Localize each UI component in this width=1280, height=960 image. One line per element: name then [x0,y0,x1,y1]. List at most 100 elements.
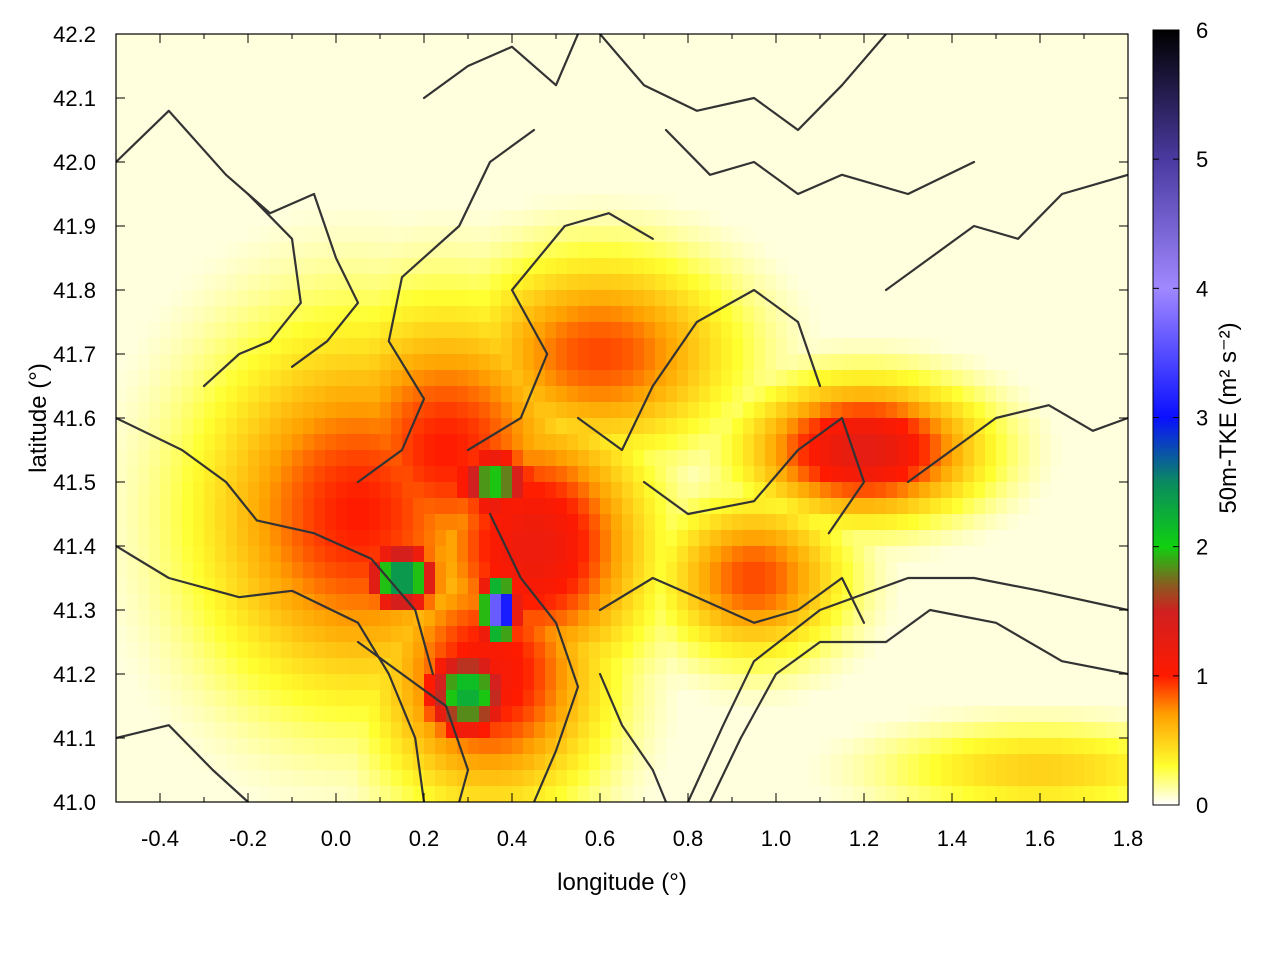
heatmap-cell [215,114,227,131]
heatmap-cell [622,450,634,467]
heatmap-cell [435,258,447,275]
heatmap-cell [754,738,766,755]
heatmap-cell [622,194,634,211]
heatmap-cell [281,242,293,259]
heatmap-cell [457,130,469,147]
heatmap-cell [875,626,887,643]
heatmap-cell [655,226,667,243]
y-tick-label: 42.0 [53,150,96,175]
heatmap-cell [1018,482,1030,499]
heatmap-cell [1007,66,1019,83]
heatmap-cell [710,754,722,771]
heatmap-cell [193,226,205,243]
heatmap-cell [1117,370,1128,387]
heatmap-cell [248,146,260,163]
heatmap-cell [1007,498,1019,515]
heatmap-cell [468,34,480,51]
heatmap-cell [765,418,777,435]
heatmap-cell [248,82,260,99]
heatmap-cell [270,306,282,323]
heatmap-cell [1007,514,1019,531]
heatmap-cell [237,226,249,243]
heatmap-cell [622,98,634,115]
heatmap-cell [501,498,513,515]
heatmap-cell [160,114,172,131]
heatmap-cell [974,178,986,195]
heatmap-cell [787,738,799,755]
heatmap-cell [336,82,348,99]
heatmap-cell [468,258,480,275]
heatmap-cell [391,418,403,435]
heatmap-cell [996,658,1008,675]
heatmap-cell [644,66,656,83]
heatmap-cell [655,450,667,467]
heatmap-cell [963,178,975,195]
heatmap-cell [644,546,656,563]
heatmap-cell [633,98,645,115]
heatmap-cell [600,434,612,451]
heatmap-cell [204,98,216,115]
heatmap-cell [435,50,447,67]
heatmap-cell [809,786,821,802]
heatmap-cell [688,290,700,307]
heatmap-cell [842,722,854,739]
heatmap-cell [391,466,403,483]
heatmap-cell [336,466,348,483]
heatmap-cell [215,786,227,802]
heatmap-cell [281,210,293,227]
heatmap-cell [930,114,942,131]
heatmap-cell [325,786,337,802]
heatmap-cell [1106,466,1118,483]
heatmap-cell [336,754,348,771]
heatmap-cell [952,658,964,675]
heatmap-cell [182,242,194,259]
heatmap-cell [435,290,447,307]
heatmap-cell [776,354,788,371]
heatmap-cell [259,738,271,755]
heatmap-cell [567,146,579,163]
heatmap-cell [754,210,766,227]
heatmap-cell [963,434,975,451]
heatmap-cell [314,578,326,595]
heatmap-cell [787,162,799,179]
heatmap-cell [820,706,832,723]
heatmap-cell [193,82,205,99]
heatmap-cell [589,354,601,371]
heatmap-cell [754,770,766,787]
heatmap-cell [622,226,634,243]
heatmap-cell [985,722,997,739]
heatmap-cell [644,514,656,531]
heatmap-cell [237,338,249,355]
heatmap-cell [402,674,414,691]
heatmap-cell [787,306,799,323]
heatmap-cell [127,370,139,387]
heatmap-cell [710,418,722,435]
heatmap-cell [721,274,733,291]
heatmap-cell [248,34,260,51]
heatmap-cell [138,130,150,147]
heatmap-cell [710,370,722,387]
heatmap-cell [952,434,964,451]
heatmap-cell [226,114,238,131]
heatmap-cell [1007,50,1019,67]
heatmap-cell [919,354,931,371]
heatmap-cell [413,162,425,179]
heatmap-cell [1084,66,1096,83]
heatmap-cell [985,354,997,371]
heatmap-cell [600,162,612,179]
heatmap-cell [875,338,887,355]
heatmap-cell [622,514,634,531]
heatmap-cell [798,354,810,371]
heatmap-cell [501,98,513,115]
heatmap-cell [1106,226,1118,243]
heatmap-cell [787,434,799,451]
heatmap-cell [710,658,722,675]
heatmap-cell [270,562,282,579]
heatmap-cell [1051,290,1063,307]
heatmap-cell [864,770,876,787]
heatmap-cell [435,130,447,147]
heatmap-cell [842,226,854,243]
heatmap-cell [325,626,337,643]
heatmap-cell [1051,482,1063,499]
heatmap-cell [182,290,194,307]
